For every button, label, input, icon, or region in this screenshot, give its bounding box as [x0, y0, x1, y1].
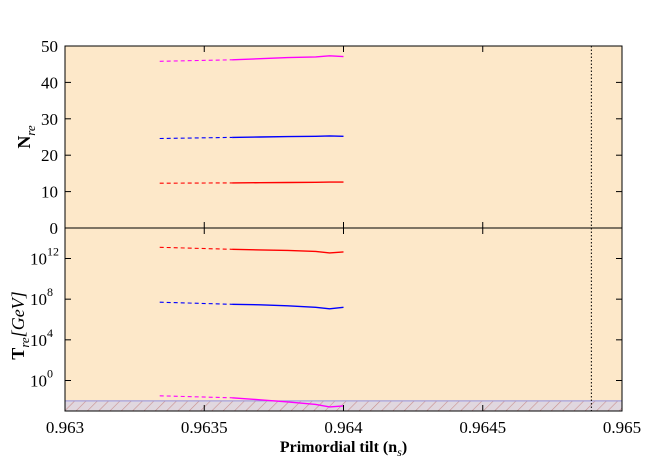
top-y-axis-title: Nre	[14, 125, 38, 149]
top-ytick-label: 40	[41, 73, 58, 92]
bottom-ytick-label: 10	[30, 290, 47, 309]
top-ytick-label: 20	[41, 146, 58, 165]
bottom-y-axis-title: Tre[GeV]	[8, 291, 32, 359]
x-axis-title: Primordial tilt (ns)	[280, 439, 407, 458]
bottom-series-1-dashed-line	[159, 301, 233, 305]
bottom-ytick-label: 10	[30, 372, 47, 391]
bottom-ytick-exponent: 8	[47, 285, 53, 299]
top-series-1-solid-line	[232, 135, 344, 139]
top-ytick-label: 0	[50, 219, 59, 238]
top-ytick-label: 10	[41, 183, 58, 202]
top-series-2-solid-line	[232, 181, 344, 184]
bottom-ytick-exponent: 0	[47, 367, 53, 381]
top-series-1-dashed-line	[159, 136, 233, 140]
bottom-series-2-dashed-line	[159, 395, 233, 399]
bottom-ytick-exponent: 12	[47, 245, 59, 259]
xtick-label: 0.963	[46, 418, 84, 437]
top-panel-background	[65, 46, 622, 228]
bottom-ytick-label: 10	[30, 331, 47, 350]
top-series-0-dashed-line	[159, 59, 233, 62]
xtick-label: 0.964	[324, 418, 363, 437]
xtick-label: 0.9635	[181, 418, 228, 437]
xtick-label: 0.9645	[459, 418, 506, 437]
bottom-panel-background	[65, 228, 622, 411]
top-ytick-label: 50	[41, 37, 58, 56]
top-series-0-solid-line	[232, 55, 344, 61]
top-ytick-label: 30	[41, 110, 58, 129]
xtick-label: 0.965	[603, 418, 641, 437]
bottom-ytick-label: 10	[30, 250, 47, 269]
bottom-series-2-solid-line	[232, 397, 344, 408]
bottom-ytick-exponent: 4	[47, 326, 53, 340]
bottom-series-0-solid-line	[232, 248, 344, 254]
bottom-series-0-dashed-line	[159, 246, 233, 250]
bottom-series-1-solid-line	[232, 303, 344, 310]
